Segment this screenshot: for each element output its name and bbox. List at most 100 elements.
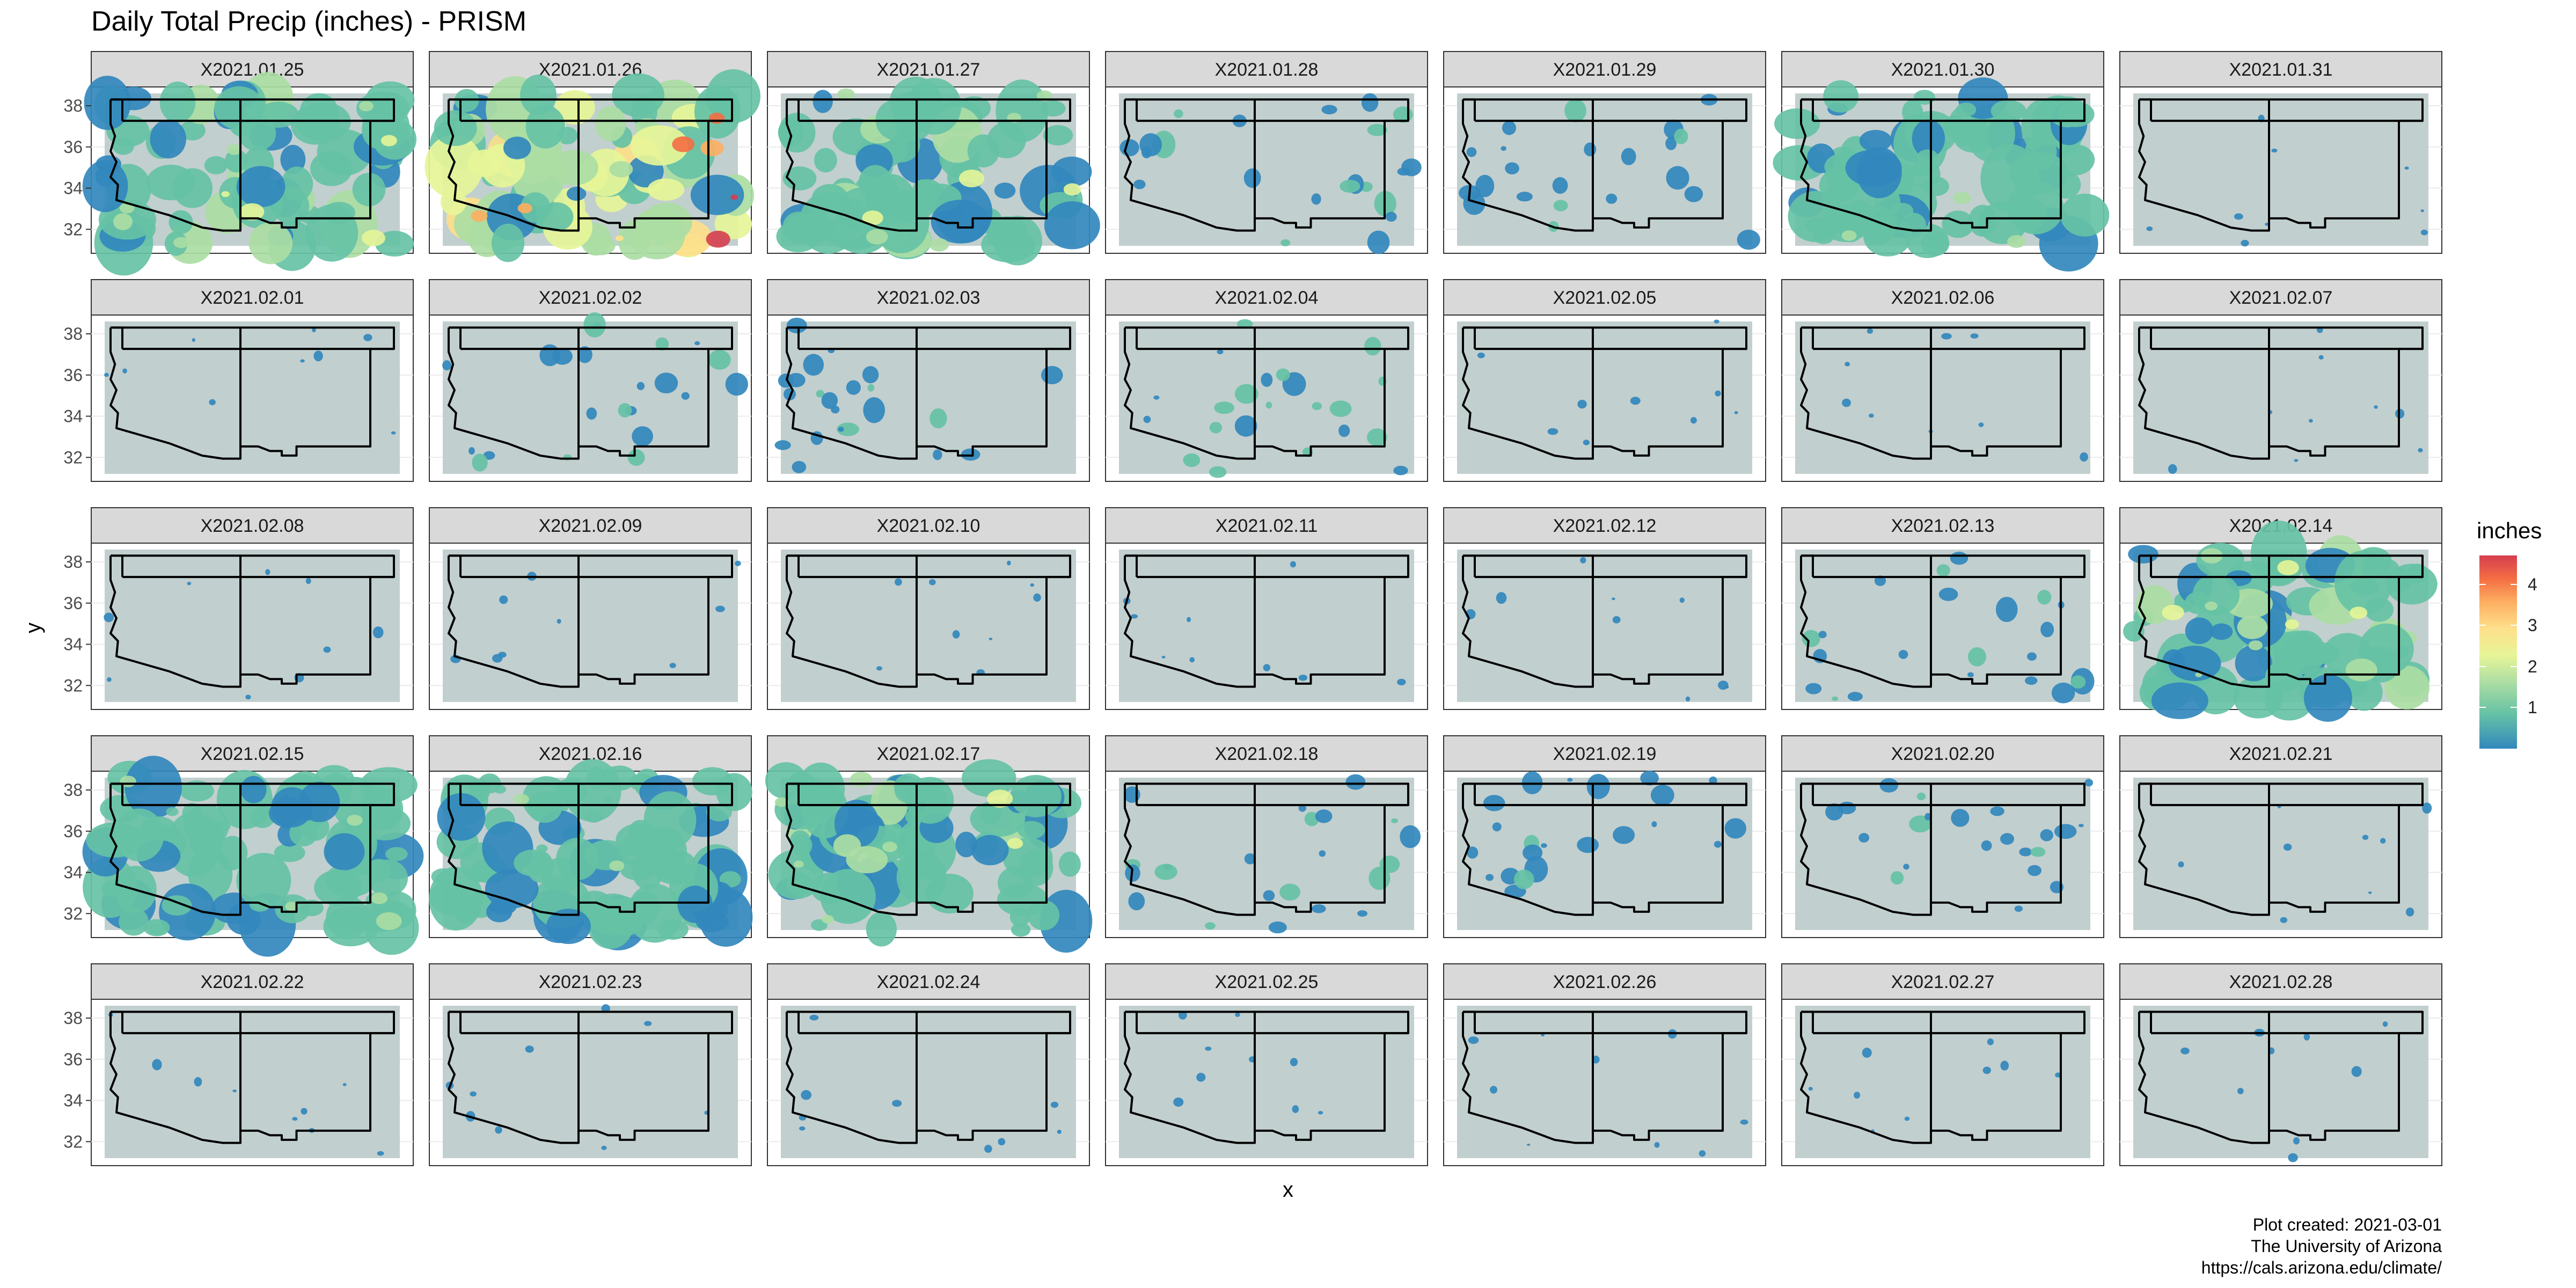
precip-cells: [450, 560, 741, 668]
precip-cell: [224, 149, 248, 173]
precip-cell: [434, 110, 477, 147]
precip-cell: [2234, 213, 2243, 220]
az-nw-corner: [1125, 98, 1138, 121]
state-boundaries: [1462, 98, 1747, 232]
precip-cell: [866, 912, 897, 947]
y-tick-label: 36: [63, 137, 83, 157]
precip-cell: [1890, 871, 1904, 885]
precip-cell: [1011, 923, 1031, 937]
precip-cell: [2210, 623, 2233, 640]
precip-cell: [774, 789, 830, 830]
facet-panel: X2021.02.11: [1105, 507, 1428, 710]
precip-cell: [1838, 801, 1856, 815]
precip-cell: [1367, 230, 1390, 254]
precip-cell: [152, 1059, 162, 1071]
precip-cell: [1477, 352, 1485, 358]
precip-cell: [2420, 209, 2424, 213]
precip-cell: [556, 838, 599, 881]
x-axis-title: x: [1283, 1178, 1293, 1202]
facet-strip: [1781, 507, 2104, 544]
precip-cell: [1909, 815, 1931, 833]
precip-cell: [1178, 1011, 1187, 1020]
precip-cell: [690, 174, 744, 215]
precip-cell: [1043, 125, 1073, 146]
facet-panel: X2021.01.30: [1773, 51, 2110, 272]
precip-core: [216, 821, 231, 831]
precip-core: [471, 210, 488, 222]
precip-cell: [2080, 452, 2088, 462]
state-boundaries: [2138, 1011, 2424, 1144]
precip-cell: [801, 1090, 812, 1100]
precip-cell: [2028, 865, 2041, 876]
y-tick-label: 38: [63, 96, 83, 115]
precip-cell: [2405, 908, 2414, 917]
facet-label: X2021.02.01: [201, 288, 304, 308]
precip-cell: [1951, 809, 1970, 827]
precip-cell: [1859, 129, 1892, 152]
precip-cell: [816, 390, 824, 398]
precip-cell: [440, 188, 467, 216]
state-boundaries: [1800, 326, 2085, 460]
map-raster-base: [1119, 93, 1414, 246]
precip-cell: [782, 211, 814, 244]
legend-tick-mark: [2479, 707, 2486, 708]
az-nw-corner: [449, 1011, 462, 1034]
precip-cell: [310, 151, 353, 186]
precip-cell: [820, 869, 876, 924]
precip-core: [822, 915, 834, 924]
precip-core: [239, 203, 265, 221]
precip-cell: [514, 850, 552, 876]
facet-strip: [91, 507, 414, 544]
facet-label: X2021.02.09: [539, 516, 642, 536]
precip-cell: [1496, 592, 1507, 604]
precip-cells: [425, 69, 761, 262]
precip-cell: [931, 200, 990, 244]
precip-cell: [1196, 1073, 1206, 1082]
precip-cell: [472, 453, 488, 472]
precip-cell: [159, 81, 196, 123]
state-boundaries: [786, 98, 1071, 232]
precip-cell: [2237, 615, 2268, 639]
state-boundaries: [1800, 1011, 2085, 1144]
precip-cells: [774, 317, 1063, 473]
az-nw-corner: [787, 782, 800, 806]
map-raster-base: [1119, 1006, 1414, 1158]
precip-cell: [1651, 821, 1657, 828]
precip-core: [930, 238, 949, 252]
legend-tick-mark: [2511, 583, 2517, 585]
precip-cell: [1718, 680, 1729, 690]
state-boundaries: [1462, 554, 1747, 688]
precip-cell: [799, 1126, 806, 1131]
facet-label: X2021.02.20: [1891, 744, 1995, 764]
precip-cell: [814, 148, 837, 173]
state-boundaries: [786, 554, 1071, 688]
precip-cell: [1567, 778, 1573, 782]
precip-cell: [1805, 683, 1822, 694]
precip-cell: [539, 344, 560, 367]
precip-cell: [792, 460, 807, 473]
precip-cell: [1041, 365, 1063, 385]
precip-cell: [1345, 774, 1366, 790]
precip-cell: [1867, 328, 1874, 334]
caption-line-url: https://cals.arizona.edu/climate/: [2201, 1258, 2442, 1277]
precip-cell: [998, 1138, 1006, 1146]
precip-cell: [627, 449, 645, 466]
facet-label: X2021.02.12: [1553, 516, 1657, 536]
precip-cell: [838, 427, 844, 432]
precip-cells: [2178, 802, 2432, 923]
precip-cell: [1234, 384, 1258, 404]
y-tick-label: 34: [63, 179, 83, 198]
precip-core: [1916, 149, 1938, 165]
precip-cell: [1243, 168, 1261, 188]
precip-cell: [146, 164, 195, 201]
az-nw-corner: [787, 326, 800, 349]
precip-cell: [1312, 402, 1322, 411]
precip-cell: [1361, 93, 1379, 112]
precip-cell: [984, 1145, 992, 1153]
az-nw-corner: [111, 554, 123, 577]
precip-cell: [1868, 413, 1874, 418]
state-boundaries: [1462, 782, 1747, 916]
facet-panel: X2021.02.09: [429, 507, 752, 710]
precip-cell: [577, 346, 592, 363]
precip-cell: [735, 560, 741, 567]
